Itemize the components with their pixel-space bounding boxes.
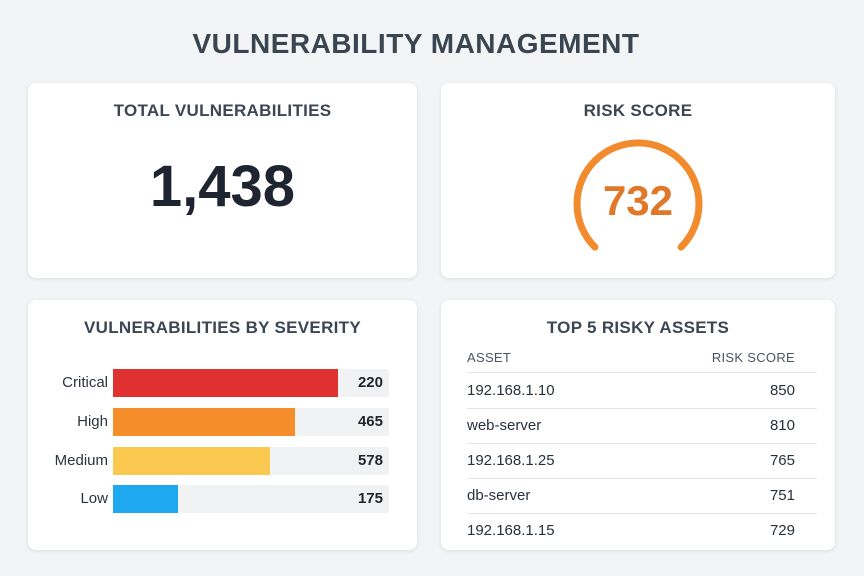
severity-label: Critical bbox=[62, 374, 108, 391]
table-row[interactable]: 192.168.1.25 765 bbox=[467, 443, 817, 479]
column-header-risk-score: RISK SCORE bbox=[711, 350, 795, 365]
risky-assets-title: TOP 5 RISKY ASSETS bbox=[546, 318, 730, 337]
severity-row-medium: Medium 578 bbox=[28, 447, 417, 475]
severity-bar-track bbox=[113, 485, 389, 513]
total-vulnerabilities-value: 1,438 bbox=[149, 154, 296, 219]
severity-bar-track bbox=[113, 447, 389, 475]
risk-score-gauge bbox=[573, 139, 703, 251]
severity-label: High bbox=[77, 413, 108, 430]
asset-risk-score: 765 bbox=[769, 452, 795, 469]
asset-risk-score: 850 bbox=[769, 382, 795, 399]
risk-score-gauge-arc bbox=[573, 139, 703, 251]
total-vulnerabilities-card: TOTAL VULNERABILITIES 1,438 bbox=[28, 83, 417, 278]
table-row[interactable]: web-server 810 bbox=[467, 408, 817, 444]
asset-risk-score: 810 bbox=[769, 417, 795, 434]
total-vulnerabilities-title: TOTAL VULNERABILITIES bbox=[113, 101, 332, 120]
table-row[interactable]: 192.168.1.10 850 bbox=[467, 373, 817, 409]
severity-label: Low bbox=[80, 490, 108, 507]
asset-name: db-server bbox=[467, 487, 531, 504]
severity-value: 220 bbox=[357, 374, 383, 391]
table-row[interactable]: 192.168.1.15 729 bbox=[467, 513, 817, 548]
severity-row-high: High 465 bbox=[28, 408, 417, 436]
risk-score-value: 732 bbox=[602, 177, 674, 224]
severity-value: 465 bbox=[357, 413, 383, 430]
asset-name: 192.168.1.10 bbox=[467, 382, 555, 399]
page-title: VULNERABILITY MANAGEMENT bbox=[192, 28, 640, 59]
risky-assets-card: TOP 5 RISKY ASSETS ASSET RISK SCORE 192.… bbox=[441, 300, 835, 550]
severity-bar-low bbox=[113, 485, 178, 513]
asset-name: 192.168.1.15 bbox=[467, 522, 555, 539]
asset-name: 192.168.1.25 bbox=[467, 452, 555, 469]
column-header-asset: ASSET bbox=[467, 350, 512, 365]
severity-bar-track bbox=[113, 408, 389, 436]
severity-label: Medium bbox=[54, 452, 108, 469]
assets-table-header: ASSET RISK SCORE bbox=[467, 348, 817, 373]
asset-risk-score: 751 bbox=[769, 487, 795, 504]
risk-score-card: RISK SCORE 732 bbox=[441, 83, 835, 278]
asset-risk-score: 729 bbox=[769, 522, 795, 539]
severity-bar-critical bbox=[113, 369, 338, 397]
risk-score-title: RISK SCORE bbox=[583, 101, 693, 120]
severity-row-critical: Critical 220 bbox=[28, 369, 417, 397]
severity-bar-high bbox=[113, 408, 295, 436]
severity-bar-track bbox=[113, 369, 389, 397]
severity-title: VULNERABILITIES BY SEVERITY bbox=[84, 318, 361, 337]
severity-bar-medium bbox=[113, 447, 270, 475]
severity-value: 578 bbox=[357, 452, 383, 469]
severity-card: VULNERABILITIES BY SEVERITY Critical 220… bbox=[28, 300, 417, 550]
table-row[interactable]: db-server 751 bbox=[467, 478, 817, 514]
severity-value: 175 bbox=[357, 490, 383, 507]
severity-row-low: Low 175 bbox=[28, 485, 417, 513]
asset-name: web-server bbox=[467, 417, 542, 434]
